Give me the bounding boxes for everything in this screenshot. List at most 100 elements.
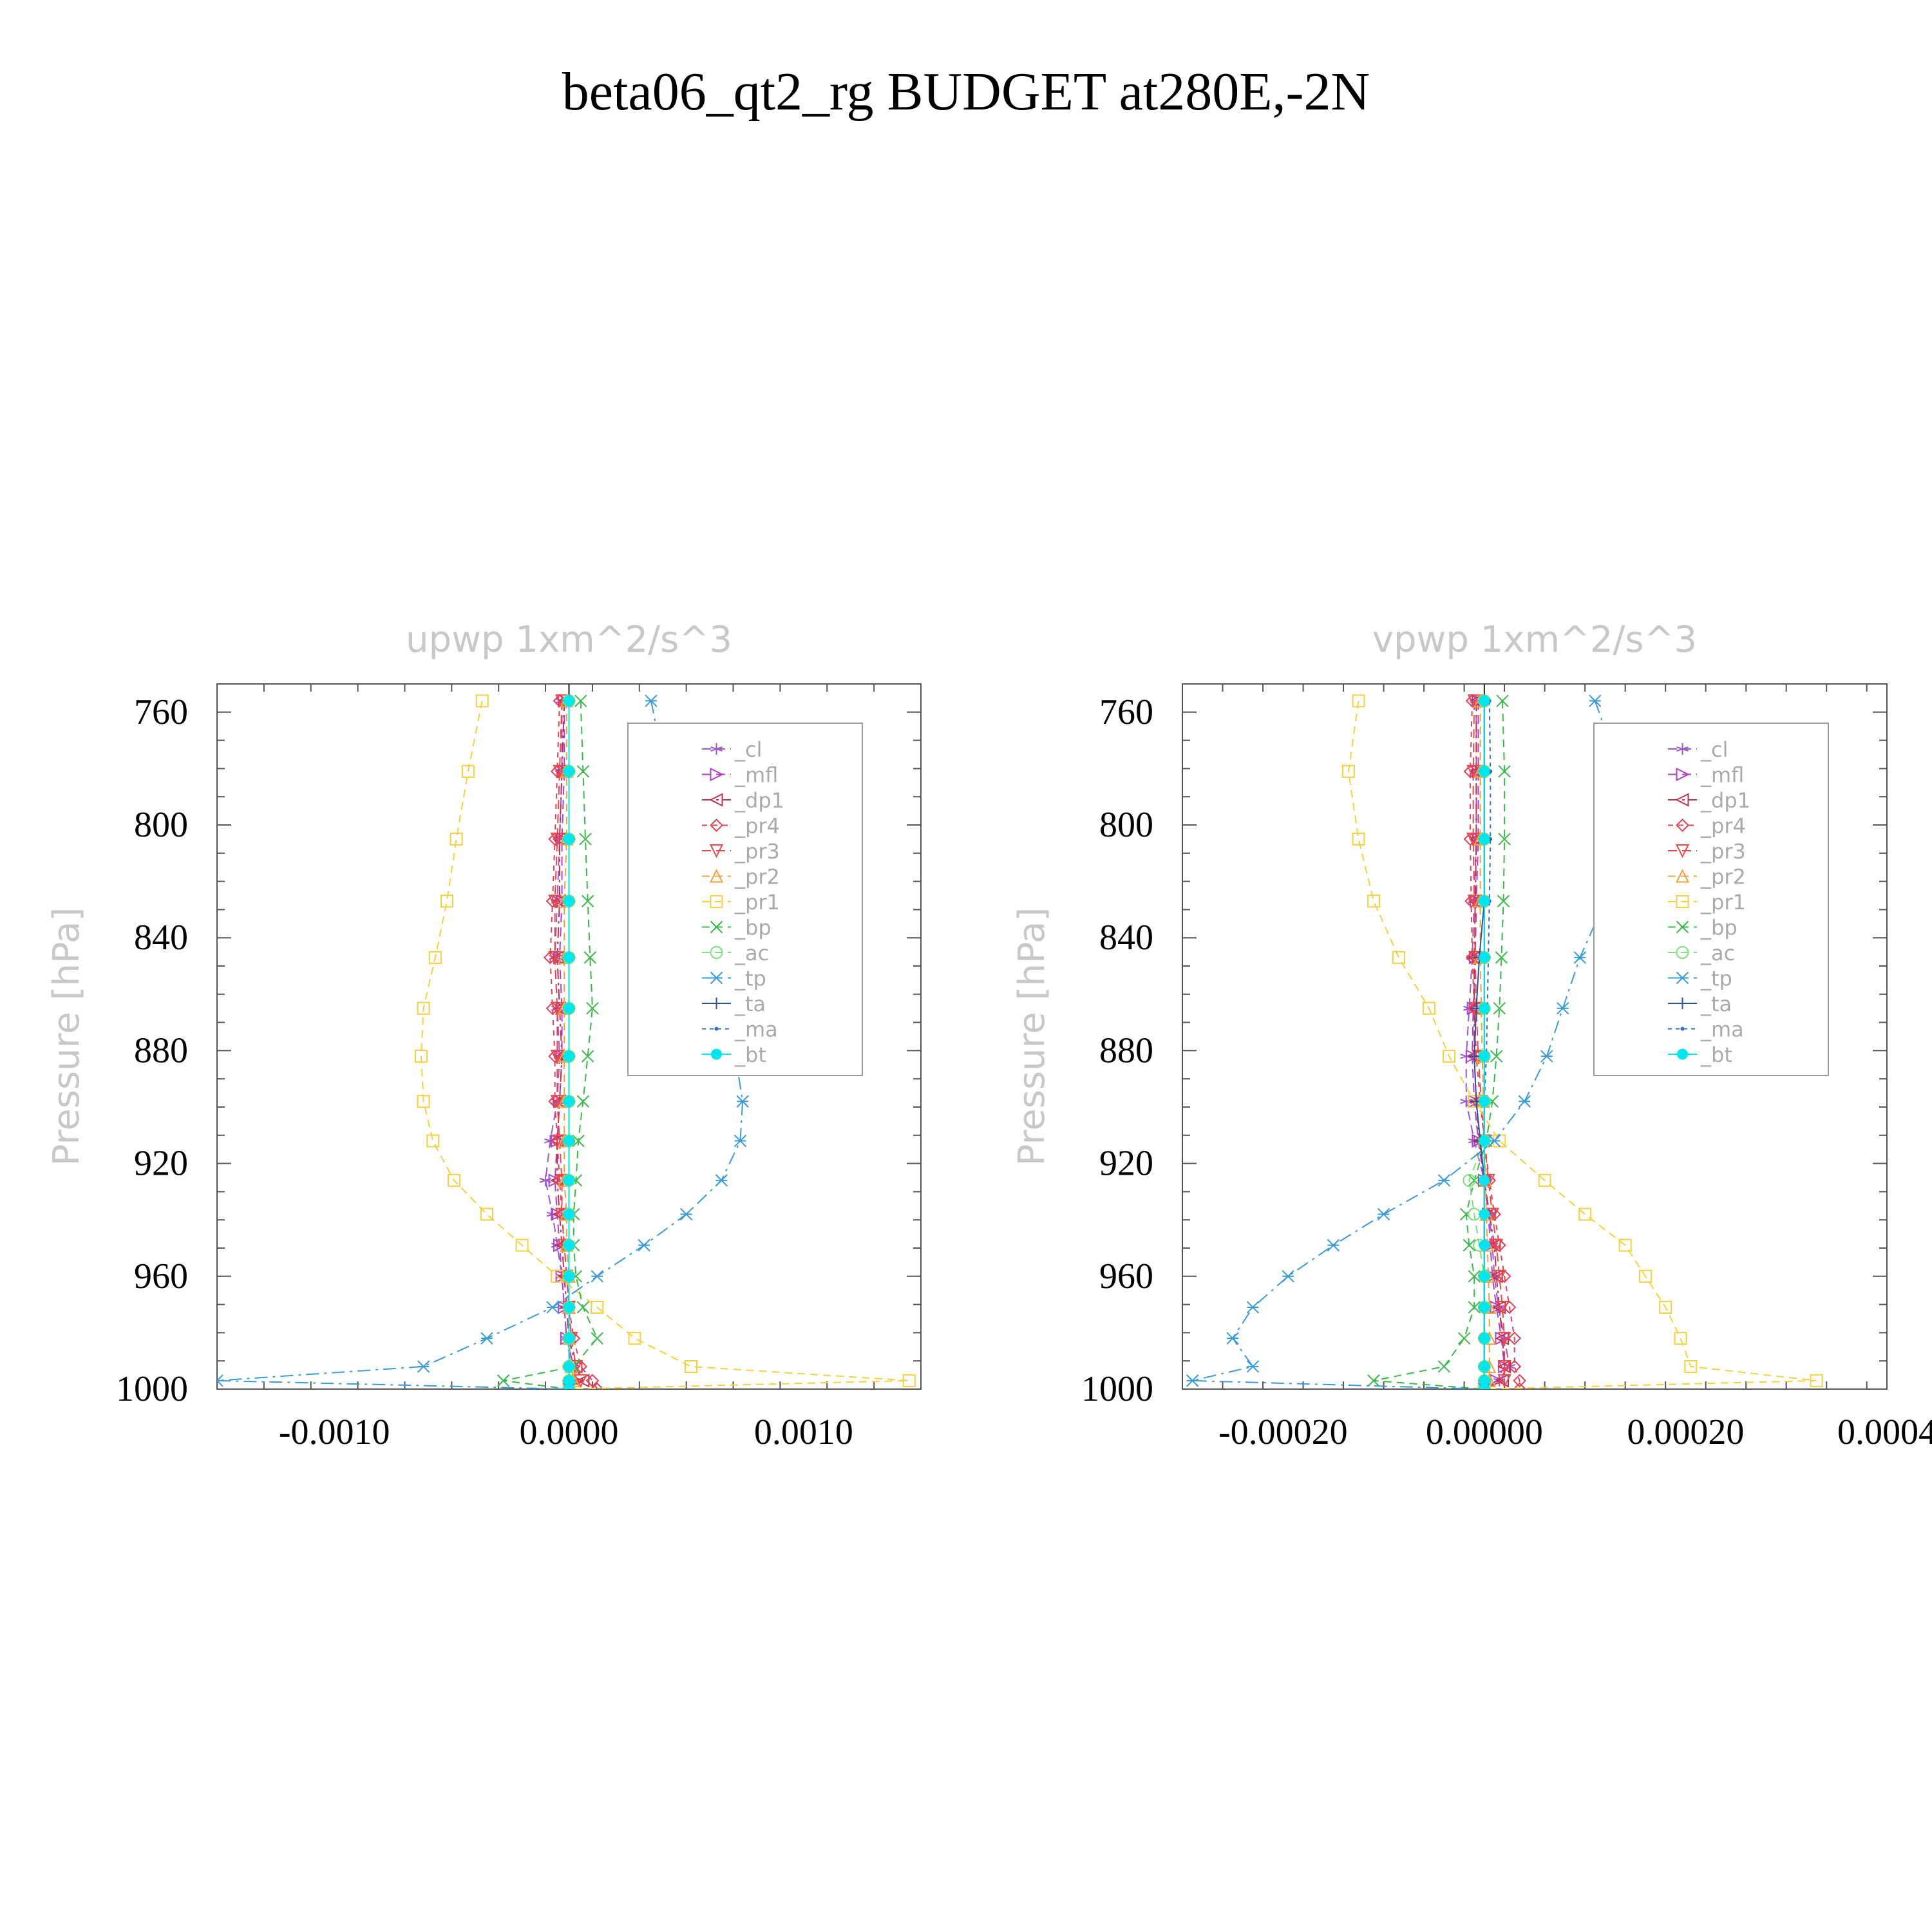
legend-label: _cl bbox=[734, 737, 762, 762]
data-point-bt bbox=[1479, 1095, 1490, 1107]
legend-label: _mfl bbox=[1700, 763, 1744, 788]
data-point-tp bbox=[1246, 1301, 1260, 1314]
data-point-bt bbox=[1479, 766, 1490, 777]
data-point-bp bbox=[1468, 1270, 1481, 1283]
legend-label: _ma bbox=[734, 1018, 778, 1042]
data-point-pr1 bbox=[447, 1173, 460, 1187]
plot-frame bbox=[1182, 683, 1888, 1390]
legend-marker bbox=[1680, 1027, 1685, 1031]
data-point-pr3 bbox=[1497, 1374, 1511, 1388]
data-point-pr4 bbox=[1513, 1382, 1526, 1389]
data-point-tp bbox=[715, 1174, 728, 1187]
data-point-pr4 bbox=[1508, 1331, 1522, 1345]
data-point-bt bbox=[1479, 1361, 1490, 1372]
data-point-pr3 bbox=[1495, 1300, 1510, 1315]
data-point-pr4 bbox=[1465, 951, 1479, 965]
series-line-bp bbox=[503, 701, 598, 1389]
data-point-bt bbox=[564, 1135, 574, 1147]
data-point-bt bbox=[1479, 1302, 1490, 1313]
data-point-tp bbox=[1589, 694, 1602, 707]
data-point-tp bbox=[734, 1134, 747, 1148]
series-line-pr4 bbox=[1469, 701, 1520, 1389]
legend: _cl_mfl_dp1_pr4_pr3_pr2_pr1_bp_ac_tp_ta_… bbox=[1593, 723, 1829, 1076]
data-point-pr3 bbox=[1497, 1359, 1511, 1374]
series-line-ma bbox=[1483, 701, 1492, 1389]
series-line-tp bbox=[217, 701, 744, 1389]
legend-label: _pr4 bbox=[1700, 814, 1746, 838]
legend-label: _ma bbox=[1700, 1018, 1744, 1042]
data-point-pr3 bbox=[550, 1095, 564, 1109]
data-point-pr3 bbox=[553, 764, 567, 779]
data-point-ac bbox=[1463, 1173, 1476, 1187]
data-point-tp bbox=[1186, 1374, 1199, 1387]
data-point-bp bbox=[583, 951, 596, 964]
legend-marker bbox=[1676, 743, 1689, 755]
data-point-pr1 bbox=[414, 1050, 428, 1063]
legend-label: _mfl bbox=[734, 763, 778, 788]
data-point-pr1 bbox=[440, 895, 454, 908]
legend-label: _pr1 bbox=[734, 890, 780, 914]
data-point-pr1 bbox=[1422, 1001, 1435, 1015]
data-point-bt bbox=[1479, 1050, 1490, 1062]
data-point-pr3 bbox=[553, 1134, 567, 1148]
data-point-tp bbox=[1557, 1001, 1569, 1015]
data-point-bt bbox=[564, 766, 574, 777]
data-point-bt bbox=[564, 1175, 574, 1186]
legend-marker bbox=[711, 1048, 722, 1060]
series-group bbox=[1186, 694, 1823, 1389]
data-point-tp bbox=[679, 1208, 693, 1221]
x-tick-label: 0.0000 bbox=[520, 1412, 619, 1452]
data-point-bt bbox=[1479, 1271, 1490, 1282]
data-point-dp1 bbox=[576, 1374, 590, 1388]
vpwp-panel: vpwp 1xm^2/s^3 Pressure [hPa] 760 800 840 880… bbox=[1011, 619, 1932, 1452]
data-point-pr1 bbox=[1659, 1300, 1672, 1314]
legend-label: _pr4 bbox=[734, 814, 780, 838]
data-point-bt bbox=[1479, 952, 1490, 963]
y-tick-label: 840 bbox=[134, 918, 188, 958]
data-point-pr1 bbox=[475, 694, 489, 708]
data-point-pr4 bbox=[543, 951, 557, 965]
legend-marker bbox=[1676, 971, 1689, 985]
series-line-bp bbox=[1373, 701, 1506, 1389]
data-point-bp bbox=[1437, 1360, 1451, 1373]
legend-marker bbox=[709, 869, 724, 883]
data-point-tp bbox=[645, 694, 658, 707]
data-point-pr3 bbox=[548, 895, 562, 909]
y-tick-label: 960 bbox=[134, 1256, 188, 1296]
data-point-tp bbox=[417, 1360, 430, 1373]
data-point-bt bbox=[564, 952, 574, 963]
data-point-pr1 bbox=[1367, 895, 1380, 908]
data-point-tp bbox=[1573, 951, 1587, 964]
data-point-pr1 bbox=[1618, 1238, 1632, 1252]
legend-marker bbox=[714, 1027, 719, 1031]
y-tick-label: 1000 bbox=[1081, 1369, 1153, 1409]
data-point-pr4 bbox=[1463, 764, 1477, 779]
legend-label: _ac bbox=[734, 941, 769, 965]
legend-label: _dp1 bbox=[734, 788, 784, 813]
legend-marker bbox=[710, 895, 723, 908]
data-point-tp bbox=[1518, 1095, 1531, 1108]
legend-marker bbox=[710, 743, 723, 755]
data-point-cl bbox=[1460, 1095, 1473, 1108]
data-point-bt bbox=[1479, 1003, 1490, 1014]
legend-box bbox=[1593, 723, 1829, 1076]
data-point-pr3 bbox=[550, 1001, 564, 1016]
data-point-pr4 bbox=[574, 1359, 588, 1374]
panel-title: upwp 1xm^2/s^3 bbox=[406, 619, 732, 661]
legend-marker bbox=[710, 767, 724, 782]
data-point-pr4 bbox=[1465, 694, 1479, 708]
data-point-bt bbox=[564, 1271, 574, 1282]
legend-label: _ta bbox=[734, 992, 766, 1016]
data-point-pr3 bbox=[550, 1050, 564, 1064]
y-tick-label: 800 bbox=[134, 805, 188, 845]
data-point-bp bbox=[576, 1301, 590, 1314]
data-point-pr1 bbox=[684, 1359, 697, 1373]
legend-marker bbox=[710, 946, 723, 959]
data-point-mfl bbox=[555, 894, 569, 908]
series-line-tp bbox=[1192, 700, 1621, 1389]
data-point-bp bbox=[1495, 951, 1508, 964]
legend-marker bbox=[1676, 819, 1689, 832]
legend-marker bbox=[1676, 895, 1689, 908]
data-point-pr1 bbox=[461, 764, 475, 778]
data-point-bp bbox=[591, 1332, 603, 1345]
